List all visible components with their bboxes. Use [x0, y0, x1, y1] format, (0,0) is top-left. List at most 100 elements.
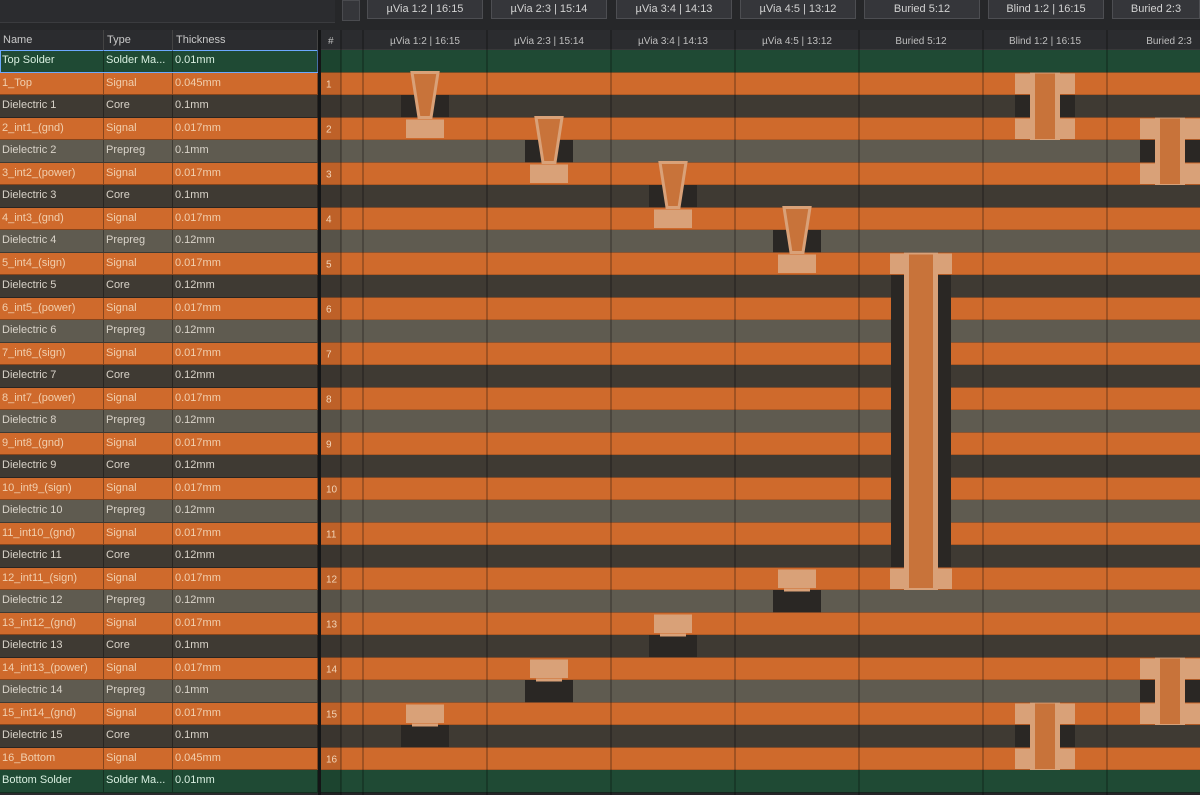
table-row[interactable]: Dielectric 15 Core 0.1mm — [0, 725, 318, 748]
table-row[interactable]: 15_int14_(gnd) Signal 0.017mm — [0, 702, 318, 725]
cell-name: Dielectric 8 — [0, 410, 104, 432]
layer-band-core — [321, 365, 1200, 388]
table-row[interactable]: Top Solder Solder Ma... 0.01mm — [0, 50, 318, 73]
table-row[interactable]: 2_int1_(gnd) Signal 0.017mm — [0, 117, 318, 140]
column-header-name[interactable]: Name — [0, 30, 104, 50]
uvia-16-15-bottom-cutout — [401, 725, 449, 748]
table-row[interactable]: 7_int6_(sign) Signal 0.017mm — [0, 342, 318, 365]
cell-type: Signal — [104, 702, 173, 724]
cell-thickness: 0.045mm — [173, 747, 318, 769]
table-row[interactable]: Dielectric 3 Core 0.1mm — [0, 185, 318, 208]
toolbar-button-uvia-4-5[interactable]: µVia 4:5 | 13:12 — [740, 0, 856, 19]
toolbar-button-buried-5-12[interactable]: Buried 5:12 — [864, 0, 980, 19]
table-row[interactable]: Dielectric 9 Core 0.12mm — [0, 455, 318, 478]
cell-type: Signal — [104, 567, 173, 589]
table-row[interactable]: Dielectric 11 Core 0.12mm — [0, 545, 318, 568]
via-toolbar: µVia 1:2 | 16:15 µVia 2:3 | 15:14 µVia 3… — [0, 0, 1200, 31]
layer-number: 3 — [326, 170, 332, 181]
toolbar-button-uvia-2-3[interactable]: µVia 2:3 | 15:14 — [491, 0, 607, 19]
cell-type: Signal — [104, 162, 173, 184]
cell-name: Dielectric 3 — [0, 185, 104, 207]
uvia-1-2-top-barrel — [410, 71, 440, 119]
table-row[interactable]: Dielectric 14 Prepreg 0.1mm — [0, 680, 318, 703]
toolbar-menu-button[interactable] — [342, 0, 360, 21]
cell-thickness: 0.017mm — [173, 432, 318, 454]
cell-thickness: 0.1mm — [173, 680, 318, 702]
layer-band-signal — [321, 162, 1200, 185]
via-column-header: µVia 2:3 | 15:14 — [514, 36, 584, 47]
layer-band-signal — [321, 657, 1200, 680]
uvia-4-5-top-pad — [778, 254, 816, 273]
uvia-2-3-top-barrel — [534, 116, 564, 164]
toolbar-button-uvia-3-4[interactable]: µVia 3:4 | 14:13 — [616, 0, 732, 19]
table-row[interactable]: Dielectric 10 Prepreg 0.12mm — [0, 500, 318, 523]
cell-name: 5_int4_(sign) — [0, 252, 104, 274]
layer-band-solder — [321, 770, 1200, 793]
table-row[interactable]: 14_int13_(power) Signal 0.017mm — [0, 657, 318, 680]
cell-thickness: 0.017mm — [173, 297, 318, 319]
column-header-thickness[interactable]: Thickness — [173, 30, 318, 50]
layer-stack-table: Name Type Thickness Top Solder Solder Ma.… — [0, 30, 318, 795]
table-row[interactable]: Dielectric 1 Core 0.1mm — [0, 95, 318, 118]
table-row[interactable]: 5_int4_(sign) Signal 0.017mm — [0, 252, 318, 275]
uvia-14-13-bottom-pad — [654, 614, 692, 633]
column-header-type[interactable]: Type — [104, 30, 173, 50]
table-row[interactable]: 6_int5_(power) Signal 0.017mm — [0, 297, 318, 320]
table-row[interactable]: Dielectric 6 Prepreg 0.12mm — [0, 320, 318, 343]
layer-band-core — [321, 95, 1200, 118]
layer-band-signal — [321, 252, 1200, 275]
cell-thickness: 0.017mm — [173, 612, 318, 634]
panel-splitter[interactable] — [318, 30, 321, 795]
uvia-13-12-bottom-pad — [778, 569, 816, 588]
cell-type: Prepreg — [104, 320, 173, 342]
table-row[interactable]: Dielectric 7 Core 0.12mm — [0, 365, 318, 388]
cell-type: Core — [104, 635, 173, 657]
table-row[interactable]: Dielectric 12 Prepreg 0.12mm — [0, 590, 318, 613]
table-row[interactable]: 4_int3_(gnd) Signal 0.017mm — [0, 207, 318, 230]
table-row[interactable]: 3_int2_(power) Signal 0.017mm — [0, 162, 318, 185]
layer-band-prepreg — [321, 500, 1200, 523]
layer-band-signal — [321, 477, 1200, 500]
layer-band-signal — [321, 297, 1200, 320]
layer-number: 14 — [326, 665, 338, 676]
uvia-13-12-bottom-cutout — [773, 590, 821, 613]
table-row[interactable]: Dielectric 5 Core 0.12mm — [0, 275, 318, 298]
layer-band-core — [321, 185, 1200, 208]
cell-name: 6_int5_(power) — [0, 297, 104, 319]
layer-band-signal — [321, 432, 1200, 455]
via-column-header: µVia 1:2 | 16:15 — [390, 36, 460, 47]
layer-band-signal — [321, 612, 1200, 635]
cell-name: 10_int9_(sign) — [0, 477, 104, 499]
table-row[interactable]: 11_int10_(gnd) Signal 0.017mm — [0, 522, 318, 545]
number-column-header: # — [328, 36, 334, 47]
cell-name: Bottom Solder — [0, 770, 104, 792]
cell-thickness: 0.017mm — [173, 477, 318, 499]
table-row[interactable]: Bottom Solder Solder Ma... 0.01mm — [0, 770, 318, 793]
cell-thickness: 0.1mm — [173, 140, 318, 162]
toolbar-spacer — [0, 0, 335, 23]
cell-name: Dielectric 5 — [0, 275, 104, 297]
table-row[interactable]: Dielectric 8 Prepreg 0.12mm — [0, 410, 318, 433]
table-row[interactable]: Dielectric 4 Prepreg 0.12mm — [0, 230, 318, 253]
table-row[interactable]: 12_int11_(sign) Signal 0.017mm — [0, 567, 318, 590]
toolbar-button-buried-2-3[interactable]: Buried 2:3 — [1112, 0, 1200, 19]
cell-type: Solder Ma... — [104, 50, 173, 72]
cell-type: Prepreg — [104, 410, 173, 432]
toolbar-button-blind-1-2[interactable]: Blind 1:2 | 16:15 — [988, 0, 1104, 19]
table-row[interactable]: 13_int12_(gnd) Signal 0.017mm — [0, 612, 318, 635]
uvia-14-13-bottom-cutout — [649, 635, 697, 658]
uvia-2-3-top-pad — [530, 164, 568, 183]
table-row[interactable]: Dielectric 2 Prepreg 0.1mm — [0, 140, 318, 163]
layer-number: 7 — [326, 350, 332, 361]
table-row[interactable]: 10_int9_(sign) Signal 0.017mm — [0, 477, 318, 500]
layer-band-prepreg — [321, 680, 1200, 703]
toolbar-button-uvia-1-2[interactable]: µVia 1:2 | 16:15 — [367, 0, 483, 19]
uvia-15-14-bottom-pad — [530, 659, 568, 678]
cell-thickness: 0.01mm — [173, 770, 318, 792]
table-row[interactable]: Dielectric 13 Core 0.1mm — [0, 635, 318, 658]
table-row[interactable]: 8_int7_(power) Signal 0.017mm — [0, 387, 318, 410]
table-row[interactable]: 16_Bottom Signal 0.045mm — [0, 747, 318, 770]
uvia-1-2-top-pad — [406, 119, 444, 138]
table-row[interactable]: 1_Top Signal 0.045mm — [0, 72, 318, 95]
table-row[interactable]: 9_int8_(gnd) Signal 0.017mm — [0, 432, 318, 455]
